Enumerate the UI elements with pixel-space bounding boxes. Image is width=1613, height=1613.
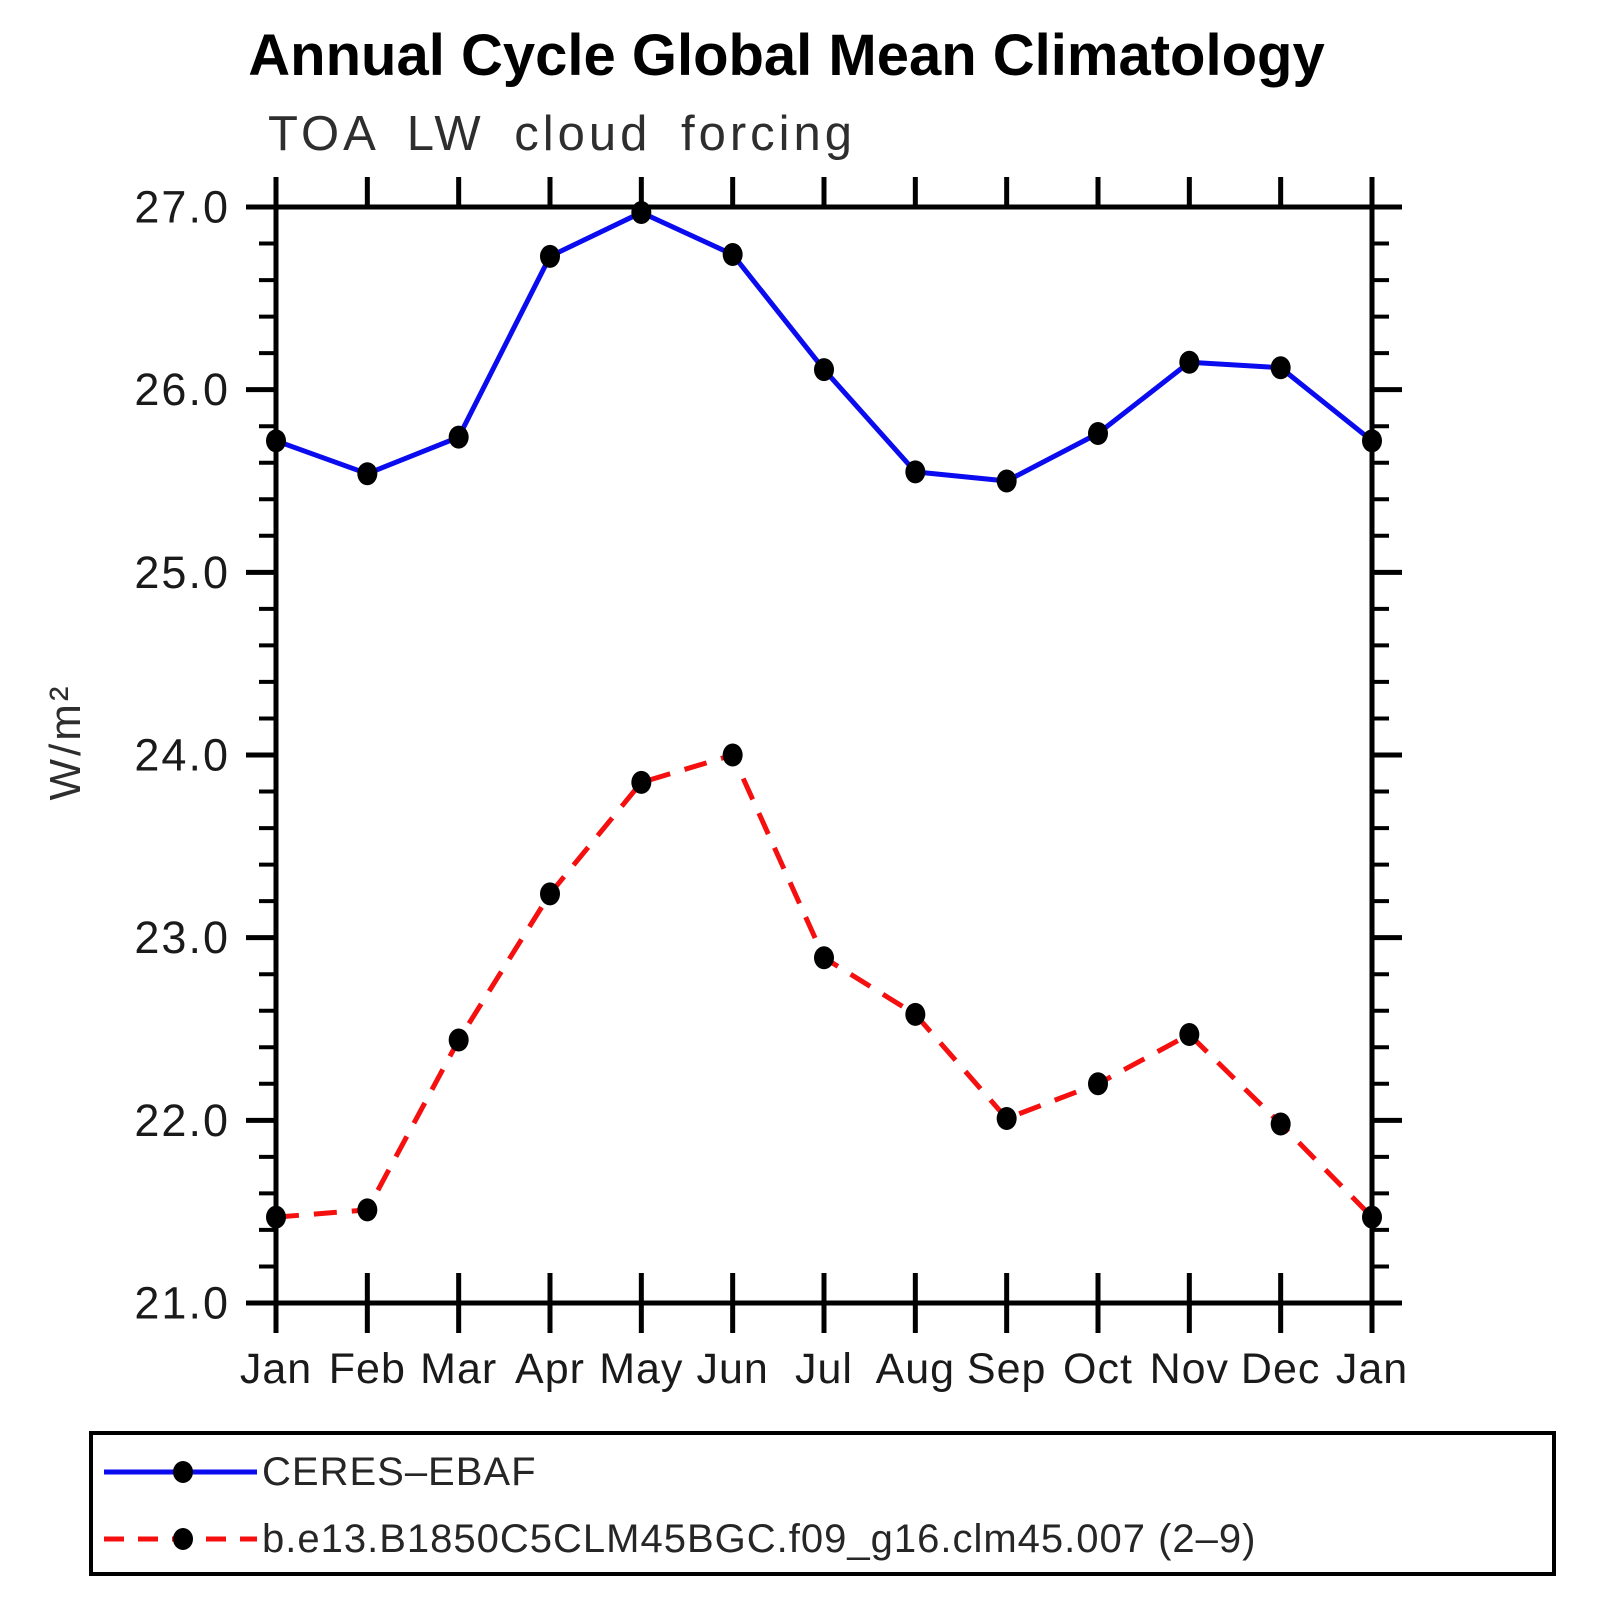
data-point-0-Aug (905, 460, 926, 484)
y-tick-label: 27.0 (134, 182, 230, 233)
x-tick-label: Oct (1063, 1345, 1133, 1393)
data-point-0-Dec (1270, 356, 1291, 380)
data-point-1-Aug (905, 1002, 926, 1026)
axis-tick-labels: 21.0 22.0 23.0 24.0 25.0 26.0 27.0 Jan Feb Mar Apr… (134, 182, 1408, 1394)
data-point-1-Apr (540, 882, 560, 906)
y-tick-label: 26.0 (134, 364, 230, 415)
series-line-0 (275, 209, 1374, 484)
x-tick-label: May (599, 1345, 683, 1393)
data-point-1-Jun (722, 743, 743, 767)
legend: CERES–EBAF b.e13.B1850C5CLM45BGC.f09_g16… (89, 1431, 1556, 1576)
x-tick-label: Dec (1241, 1345, 1320, 1393)
chart-subtitle: TOA LW cloud forcing (268, 107, 857, 161)
data-point-1-Nov (1179, 1022, 1200, 1046)
axis-ticks (246, 177, 1402, 1333)
data-point-0-May (631, 200, 652, 224)
x-tick-label: Aug (876, 1345, 956, 1393)
x-tick-label: Jan (1336, 1345, 1408, 1393)
y-tick-label: 22.0 (134, 1095, 230, 1146)
x-tick-label: Apr (515, 1345, 585, 1393)
x-tick-label: Feb (329, 1345, 406, 1393)
data-point-1-Sep (996, 1107, 1017, 1131)
y-tick-label: 25.0 (134, 547, 230, 598)
x-tick-label: Jul (795, 1345, 853, 1393)
data-point-0-Mar (448, 425, 469, 449)
data-point-1-Dec (1270, 1112, 1291, 1136)
x-tick-label: Nov (1150, 1345, 1229, 1393)
legend-marker-icon (173, 1461, 193, 1483)
legend-label-ceres: CERES–EBAF (262, 1449, 537, 1494)
data-point-0-Jun (722, 242, 743, 266)
data-point-1-May (631, 770, 652, 794)
legend-line-sample-dashed (104, 1528, 257, 1550)
y-tick-label: 24.0 (134, 730, 230, 781)
x-tick-label: Jan (240, 1345, 312, 1393)
plot-frame (273, 204, 1375, 1306)
data-point-0-Sep (996, 469, 1017, 493)
legend-entry-ceres: CERES–EBAF (100, 1450, 537, 1494)
data-point-0-Oct (1088, 422, 1108, 446)
data-point-0-Jul (814, 358, 834, 382)
data-point-0-Apr (540, 244, 560, 268)
data-point-1-Jul (814, 946, 834, 970)
y-tick-label: 23.0 (134, 912, 230, 963)
series-line-1 (275, 752, 1374, 1220)
series-markers (266, 200, 1382, 1229)
legend-entry-model: b.e13.B1850C5CLM45BGC.f09_g16.clm45.007 … (100, 1517, 1257, 1561)
y-tick-label: 21.0 (134, 1278, 230, 1329)
chart-title: Annual Cycle Global Mean Climatology (248, 23, 1325, 88)
legend-label-model: b.e13.B1850C5CLM45BGC.f09_g16.clm45.007 … (262, 1516, 1257, 1561)
x-tick-label: Jun (696, 1345, 768, 1393)
data-point-1-Feb (357, 1198, 378, 1222)
data-point-1-Oct (1088, 1072, 1108, 1096)
x-tick-label: Mar (420, 1345, 497, 1393)
legend-marker-icon (173, 1528, 193, 1550)
legend-line-sample-solid (104, 1461, 257, 1483)
data-point-0-Feb (357, 462, 378, 486)
data-point-0-Nov (1179, 350, 1200, 374)
x-tick-label: Sep (967, 1345, 1047, 1393)
y-axis-label: W/m² (41, 683, 90, 801)
data-point-1-Mar (448, 1028, 469, 1052)
